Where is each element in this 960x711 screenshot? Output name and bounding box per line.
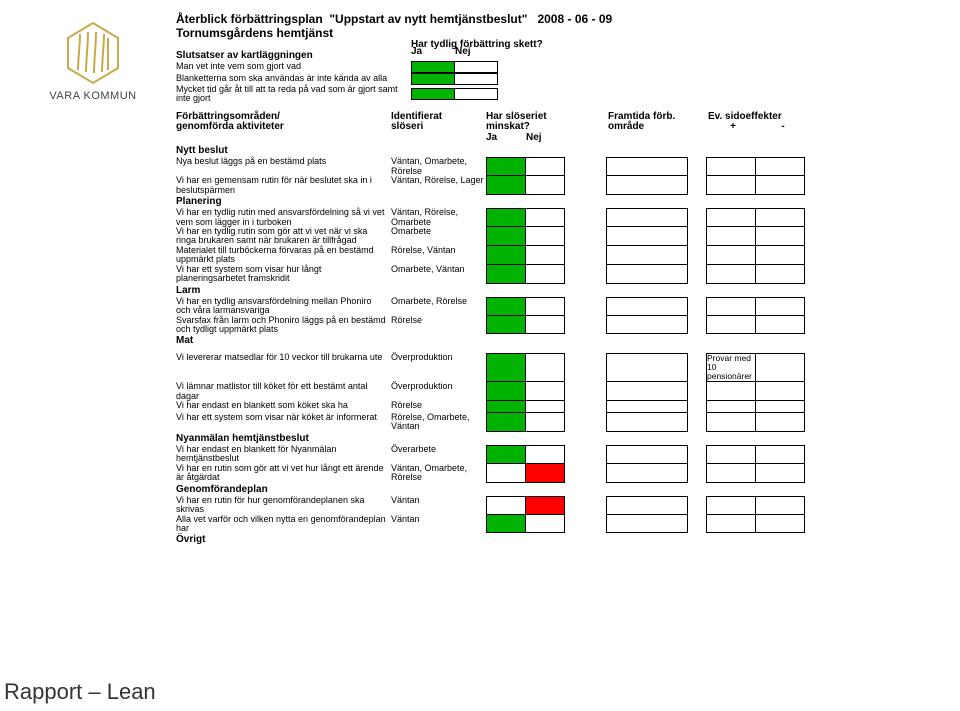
top-summary: Slutsatser av kartläggningen Har tydlig … (176, 50, 942, 104)
grid-row: Vi levererar matsedlar för 10 veckor til… (176, 353, 942, 382)
grid-row: Vi har endast en blankett för Nyanmälan … (176, 445, 942, 464)
grid-row: Vi har en tydlig ansvarsfördelning mella… (176, 297, 942, 316)
section-label: Genomförandeplan (176, 483, 942, 496)
logo: VARA KOMMUN (18, 18, 168, 102)
page-subtitle: Tornumsgårdens hemtjänst (176, 26, 942, 40)
grid-row: Alla vet varför och vilken nytta en geno… (176, 515, 942, 534)
logo-text: VARA KOMMUN (18, 90, 168, 102)
grid-row: Materialet till turböckerna förvaras på … (176, 246, 942, 265)
grid-row: Vi har ett system som visar när köket är… (176, 413, 942, 432)
section-label: Nyanmälan hemtjänstbeslut (176, 432, 942, 445)
grid-header: Förbättringsområden/ genomförda aktivite… (176, 112, 942, 144)
section-label: Mat (176, 334, 942, 347)
grid-row: Vi har en gemensam rutin för när beslute… (176, 176, 942, 195)
content: Återblick förbättringsplan "Uppstart av … (168, 12, 942, 546)
grid-row: Nya beslut läggs på en bestämd plats Vän… (176, 157, 942, 176)
grid-row: Vi har en tydlig rutin som gör att vi ve… (176, 227, 942, 246)
grid-row: Vi har en rutin som gör att vi vet hur l… (176, 464, 942, 483)
grid-row: Svarsfax från larm och Phoniro läggs på … (176, 316, 942, 335)
top-left-label: Slutsatser av kartläggningen (176, 50, 411, 61)
grid-row: Vi har en rutin för hur genomförandeplan… (176, 496, 942, 515)
grid-row: Vi lämnar matlistor till köket för ett b… (176, 382, 942, 401)
grid-row: Vi har en tydlig rutin med ansvarsfördel… (176, 208, 942, 227)
section-label: Övrigt (176, 533, 942, 546)
top-row: Mycket tid går åt till att ta reda på va… (176, 85, 543, 104)
page-title: Återblick förbättringsplan "Uppstart av … (176, 12, 942, 26)
section-label: Larm (176, 284, 942, 297)
top-row: Man vet inte vem som gjort vad (176, 61, 543, 73)
grid-row: Vi har ett system som visar hur långt pl… (176, 265, 942, 284)
rapport-label: Rapport – Lean (4, 679, 156, 705)
